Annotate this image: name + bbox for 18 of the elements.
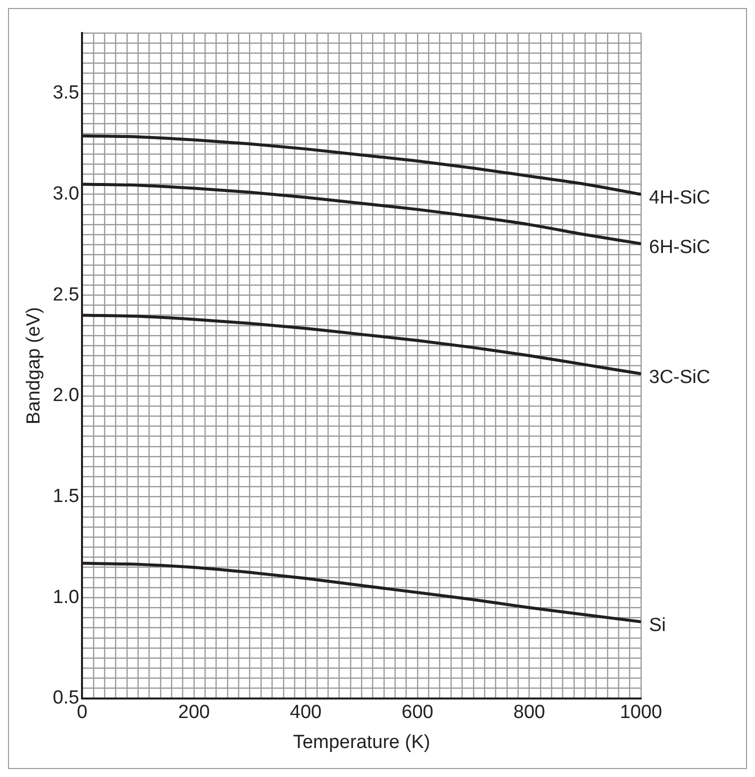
y-tick-label: 1.5 [52,486,80,507]
y-tick-label: 1.0 [52,586,80,608]
x-axis-title: Temperature (K) [292,732,430,753]
y-axis-title: Bandgap (eV) [24,307,45,424]
x-tick-label: 600 [402,702,434,724]
y-tick-label: 3.0 [52,184,80,205]
x-tick-label: 400 [290,702,322,724]
x-tick-label: 0 [76,702,88,724]
y-tick-label: 2.0 [52,385,80,406]
series-label: Si [649,615,666,636]
series-label: 4H-SiC [649,188,710,209]
y-tick-label: 3.5 [52,82,80,104]
y-tick-label: 2.5 [52,284,80,306]
x-tick-label: 1000 [620,702,662,724]
series-label: 6H-SiC [649,236,710,258]
series-label: 3C-SiC [649,367,710,388]
x-tick-label: 800 [513,702,546,724]
x-tick-label: 200 [178,702,210,724]
